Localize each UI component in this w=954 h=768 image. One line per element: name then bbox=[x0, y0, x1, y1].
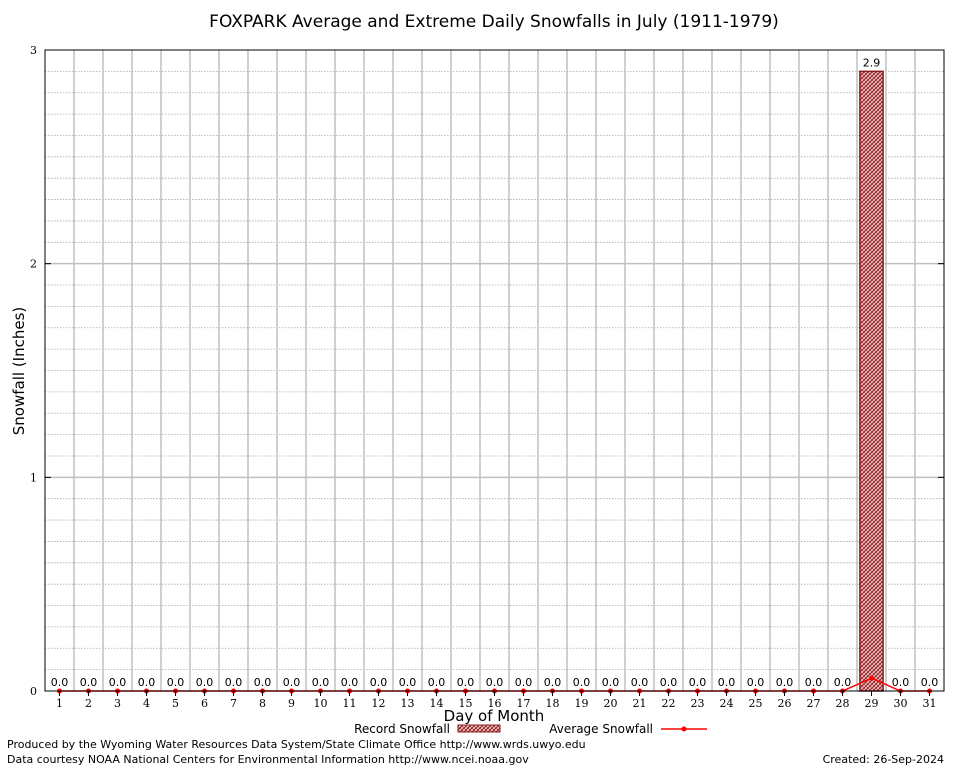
y-tick-label: 0 bbox=[30, 685, 37, 698]
data-label-day-16: 0.0 bbox=[486, 676, 504, 689]
x-tick-label: 8 bbox=[259, 697, 266, 710]
x-tick-label: 16 bbox=[488, 697, 502, 710]
y-tick-label: 2 bbox=[30, 258, 37, 271]
y-axis-ticks: 0 1 2 3 bbox=[30, 44, 944, 698]
x-tick-label: 24 bbox=[720, 697, 734, 710]
data-label-day-20: 0.0 bbox=[602, 676, 620, 689]
footer-courtesy: Data courtesy NOAA National Centers for … bbox=[7, 753, 529, 766]
legend-record-label: Record Snowfall bbox=[354, 722, 450, 736]
grid-lines bbox=[45, 50, 944, 691]
data-label-day-18: 0.0 bbox=[544, 676, 562, 689]
data-label-day-14: 0.0 bbox=[428, 676, 446, 689]
record-bar-day-29 bbox=[859, 70, 884, 692]
data-label-day-11: 0.0 bbox=[341, 676, 359, 689]
x-tick-label: 22 bbox=[662, 697, 676, 710]
legend-record-swatch bbox=[457, 724, 501, 733]
y-axis-label: Snowfall (Inches) bbox=[10, 307, 28, 435]
data-label-bg bbox=[860, 55, 883, 70]
data-label-day-2: 0.0 bbox=[80, 676, 98, 689]
chart-title: FOXPARK Average and Extreme Daily Snowfa… bbox=[209, 12, 779, 32]
x-tick-label: 10 bbox=[314, 697, 328, 710]
x-tick-label: 13 bbox=[401, 697, 415, 710]
data-label-day-30: 0.0 bbox=[892, 676, 910, 689]
x-tick-label: 3 bbox=[114, 697, 121, 710]
data-label-day-25: 0.0 bbox=[747, 676, 765, 689]
data-label-day-29: 2.9 bbox=[863, 56, 881, 69]
x-tick-label: 15 bbox=[459, 697, 473, 710]
x-tick-label: 20 bbox=[604, 697, 618, 710]
legend-average-marker bbox=[681, 726, 687, 732]
data-label-day-23: 0.0 bbox=[689, 676, 707, 689]
x-tick-label: 5 bbox=[172, 697, 179, 710]
x-tick-label: 18 bbox=[546, 697, 560, 710]
data-label-day-6: 0.0 bbox=[196, 676, 214, 689]
x-tick-label: 19 bbox=[575, 697, 589, 710]
x-tick-label: 11 bbox=[343, 697, 357, 710]
data-label-day-17: 0.0 bbox=[515, 676, 533, 689]
data-label-day-8: 0.0 bbox=[254, 676, 272, 689]
average-point-day-29 bbox=[869, 675, 874, 681]
x-tick-label: 30 bbox=[894, 697, 908, 710]
x-tick-label: 4 bbox=[143, 697, 150, 710]
data-label-day-9: 0.0 bbox=[283, 676, 301, 689]
data-label-day-4: 0.0 bbox=[138, 676, 156, 689]
x-tick-label: 6 bbox=[201, 697, 208, 710]
footer-produced-by: Produced by the Wyoming Water Resources … bbox=[7, 738, 586, 751]
x-tick-label: 25 bbox=[749, 697, 763, 710]
data-label-day-24: 0.0 bbox=[718, 676, 736, 689]
data-label-day-28: 0.0 bbox=[834, 676, 852, 689]
x-tick-label: 9 bbox=[288, 697, 295, 710]
y-tick-label: 1 bbox=[30, 471, 37, 484]
data-label-day-22: 0.0 bbox=[660, 676, 678, 689]
x-tick-label: 27 bbox=[807, 697, 821, 710]
record-bars bbox=[859, 70, 884, 692]
x-tick-label: 26 bbox=[778, 697, 792, 710]
data-label-day-3: 0.0 bbox=[109, 676, 127, 689]
data-label-day-10: 0.0 bbox=[312, 676, 330, 689]
x-tick-label: 7 bbox=[230, 697, 237, 710]
data-label-day-1: 0.0 bbox=[51, 676, 69, 689]
x-tick-label: 17 bbox=[517, 697, 531, 710]
data-label-day-7: 0.0 bbox=[225, 676, 243, 689]
x-tick-label: 14 bbox=[430, 697, 444, 710]
data-label-day-13: 0.0 bbox=[399, 676, 417, 689]
footer-created: Created: 26-Sep-2024 bbox=[823, 753, 944, 766]
legend: Record Snowfall Average Snowfall bbox=[354, 722, 707, 736]
data-label-day-19: 0.0 bbox=[573, 676, 591, 689]
data-label-day-15: 0.0 bbox=[457, 676, 475, 689]
x-tick-label: 28 bbox=[836, 697, 850, 710]
data-label-day-21: 0.0 bbox=[631, 676, 649, 689]
x-tick-label: 29 bbox=[865, 697, 879, 710]
x-tick-label: 21 bbox=[633, 697, 647, 710]
data-labels: 0.0 0.0 0.0 0.0 0.0 0.0 0.0 0.0 0.0 0.0 0.0 0.0 0.0 0… bbox=[51, 55, 939, 689]
x-tick-label: 31 bbox=[923, 697, 937, 710]
data-label-day-27: 0.0 bbox=[805, 676, 823, 689]
data-label-day-26: 0.0 bbox=[776, 676, 794, 689]
data-label-day-5: 0.0 bbox=[167, 676, 185, 689]
data-label-day-31: 0.0 bbox=[921, 676, 939, 689]
legend-average-label: Average Snowfall bbox=[549, 722, 653, 736]
x-axis-ticks: 1 2 3 4 5 6 7 8 9 10 11 12 13 14 15 16 17 18 19 20 21 22 23 24 2… bbox=[56, 691, 937, 710]
x-tick-label: 12 bbox=[372, 697, 386, 710]
x-tick-label: 1 bbox=[56, 697, 63, 710]
x-axis-label: Day of Month bbox=[444, 707, 545, 725]
data-label-day-12: 0.0 bbox=[370, 676, 388, 689]
x-tick-label: 2 bbox=[85, 697, 92, 710]
y-tick-label: 3 bbox=[30, 44, 37, 57]
x-tick-label: 23 bbox=[691, 697, 705, 710]
plot-frame bbox=[44, 49, 945, 692]
